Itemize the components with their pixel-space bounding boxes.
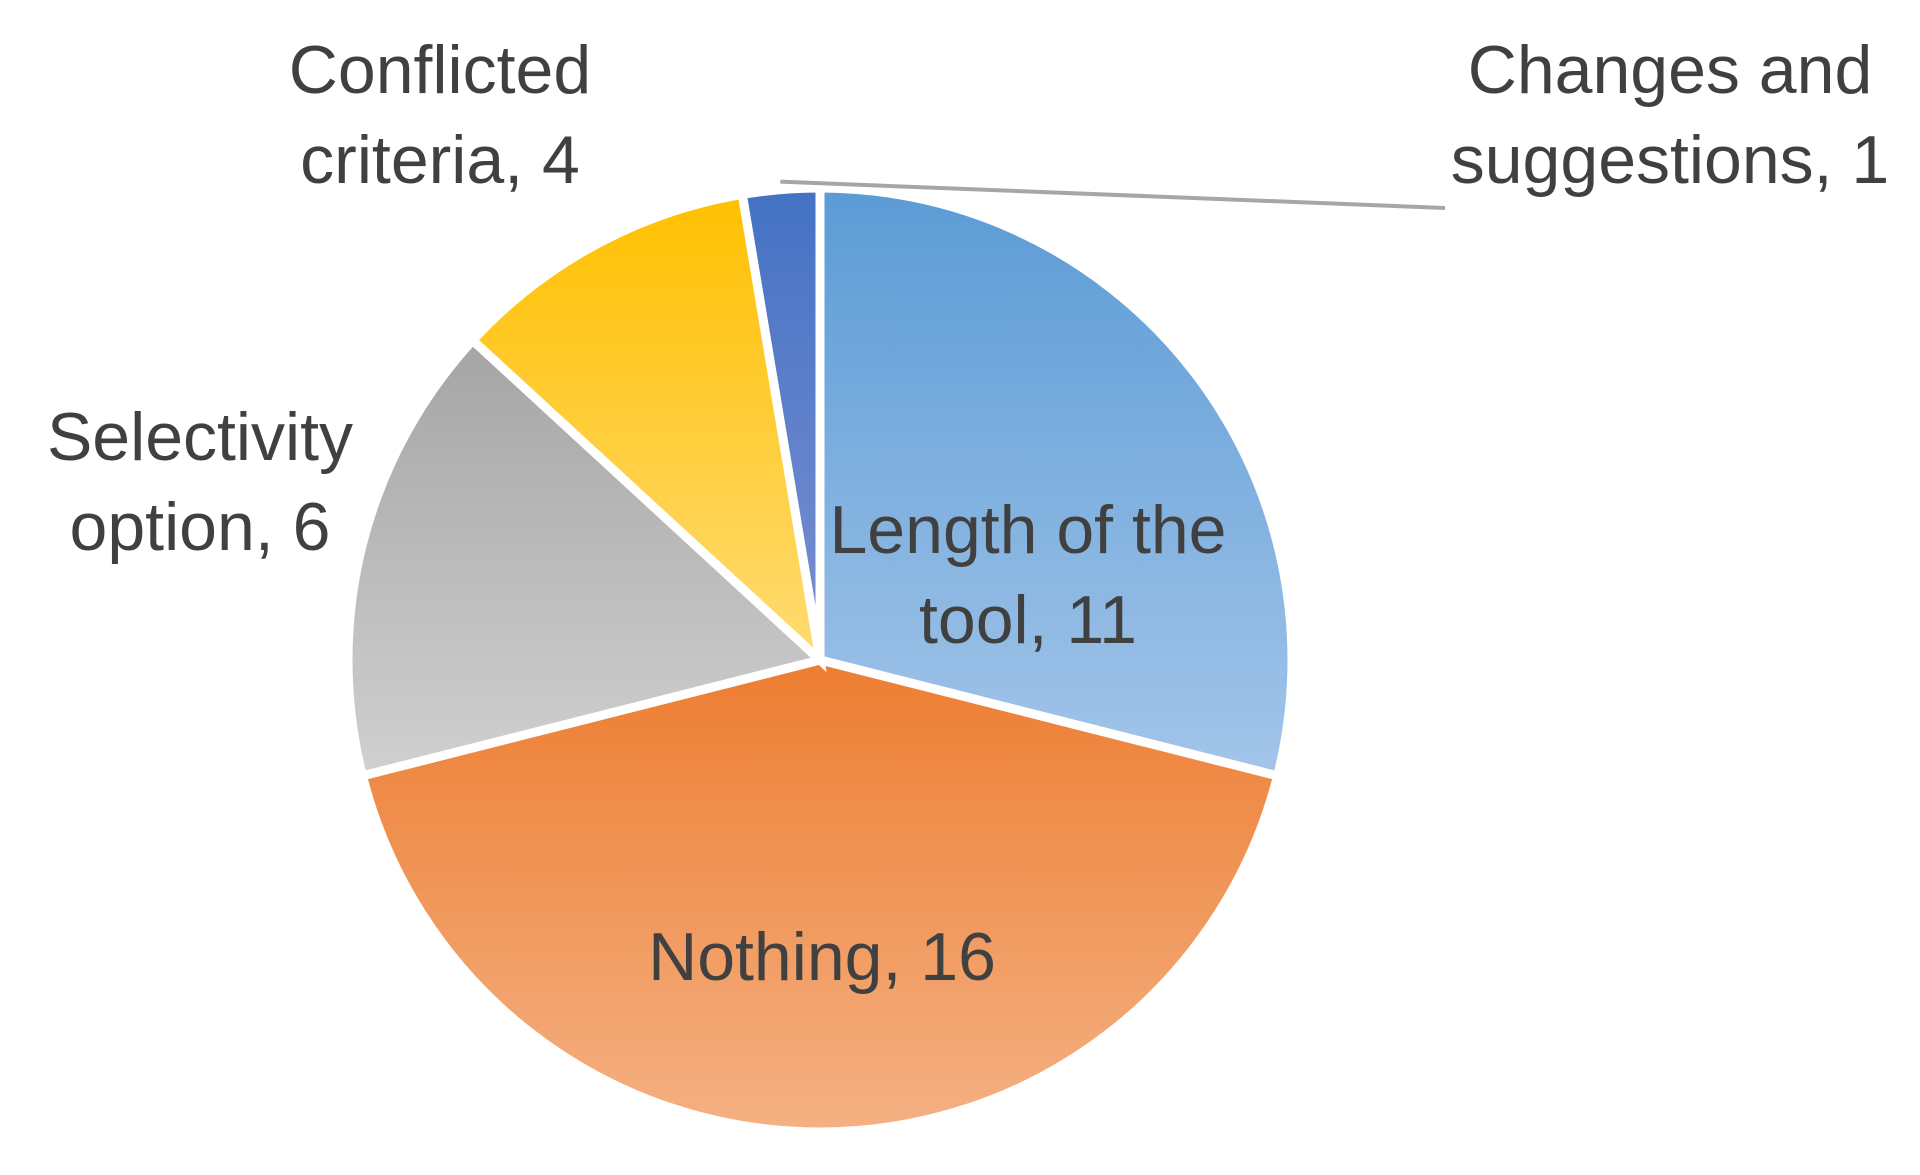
slice-label-nothing: Nothing, 16	[648, 919, 996, 995]
slice-label-selectivity-option: Selectivity option, 6	[47, 399, 353, 565]
leader-lines	[780, 179, 1446, 210]
pie-slice-conflicted-criteria	[466, 189, 827, 673]
pie-slice-changes-and-suggestions	[737, 183, 825, 661]
pie-slice-nothing	[356, 655, 1284, 1137]
leader-line-changes-and-suggestions	[780, 179, 1446, 210]
pie-slice-length-of-the-tool	[815, 183, 1297, 782]
slice-label-changes-and-suggestions: Changes and suggestions, 1	[1451, 32, 1890, 198]
slice-labels: Length of the tool, 11 Nothing, 16 Selectiv…	[47, 32, 1889, 995]
pie-slices	[343, 183, 1297, 1137]
slice-label-conflicted-criteria: Conflicted criteria, 4	[289, 32, 591, 198]
pie-slice-selectivity-option	[343, 333, 830, 782]
slice-label-length-of-the-tool: Length of the tool, 11	[829, 492, 1226, 658]
